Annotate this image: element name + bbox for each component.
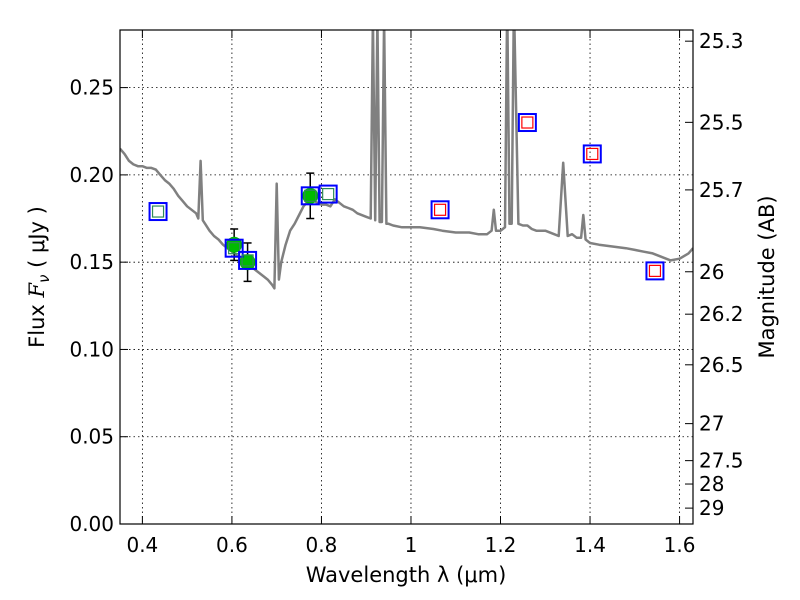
y-tick-label: 0.20: [69, 163, 114, 187]
x-tick-label: 1.6: [664, 533, 696, 557]
x-tick-label: 0.8: [306, 533, 338, 557]
y2-tick-label: 25.3: [699, 29, 744, 53]
y-axis-title: Flux Fν ( μJy ): [25, 206, 53, 348]
model-box-optical: [318, 184, 338, 204]
y2-tick-label: 25.5: [699, 110, 744, 134]
y2-tick-label: 27.5: [699, 449, 744, 473]
y-tick-label: 0.10: [69, 337, 114, 361]
y2-tick-label: 28: [699, 472, 724, 496]
y-axis-title-symbol: F: [25, 282, 49, 299]
x-tick-label: 1.4: [574, 533, 606, 557]
y-tick-label: 0.05: [69, 425, 114, 449]
model-box-ir-inner: [586, 147, 599, 161]
y2-tick-label: 27: [699, 412, 724, 436]
y-tick-label: 0.25: [69, 76, 114, 100]
plot-frame: [119, 29, 694, 525]
model-box-ir-inner: [521, 116, 534, 129]
sed-series-line: [120, 30, 693, 290]
model-boxes: [148, 113, 665, 281]
observed-point: [302, 187, 319, 204]
observed-point: [226, 236, 243, 253]
model-box-optical: [224, 238, 244, 258]
y2-tick-label: 26.2: [699, 302, 744, 326]
x-tick-label: 1.2: [485, 533, 517, 557]
model-box-optical-inner: [304, 189, 317, 202]
model-box-ir-inner: [433, 203, 447, 216]
x-tick-label: 0.6: [216, 533, 248, 557]
model-box-optical-inner: [228, 242, 241, 255]
y-axis-title-suffix: ( μJy ): [25, 206, 49, 274]
y-axis-title-subscript: ν: [35, 275, 53, 283]
plot-area: [120, 30, 693, 290]
y-axis-title-prefix: Flux: [25, 298, 49, 348]
grid: [120, 30, 693, 525]
model-box-optical-inner: [322, 187, 335, 201]
model-box-optical-inner: [241, 254, 254, 267]
y2-tick-label: 29: [699, 496, 724, 520]
model-box-ir: [582, 144, 602, 164]
model-box-ir-inner: [648, 264, 662, 277]
model-box-optical: [148, 202, 168, 222]
y2-tick-label: 25.7: [699, 178, 744, 202]
model-box-ir: [430, 200, 450, 220]
axis-ticks: [120, 30, 693, 525]
y2-axis-title: Magnitude (AB): [755, 195, 779, 358]
y2-tick-label: 26.5: [699, 353, 744, 377]
x-tick-label: 1: [405, 533, 418, 557]
y2-tick-label: 26: [699, 260, 724, 284]
model-box-optical-inner: [151, 205, 165, 218]
x-axis-title: Wavelength λ (μm): [306, 563, 507, 587]
x-tick-label: 0.4: [126, 533, 158, 557]
tick-labels: 0.4 0.6 0.8 1 1.2 1.4 1.6 0.00 0.05 0.10 0.15 0.20 0…: [69, 29, 743, 557]
model-box-ir: [645, 261, 665, 281]
model-box-ir: [517, 113, 537, 133]
plot-background: [120, 30, 693, 524]
y-tick-label: 0.00: [69, 512, 114, 536]
y-tick-label: 0.15: [69, 250, 114, 274]
model-box-optical: [238, 250, 258, 270]
